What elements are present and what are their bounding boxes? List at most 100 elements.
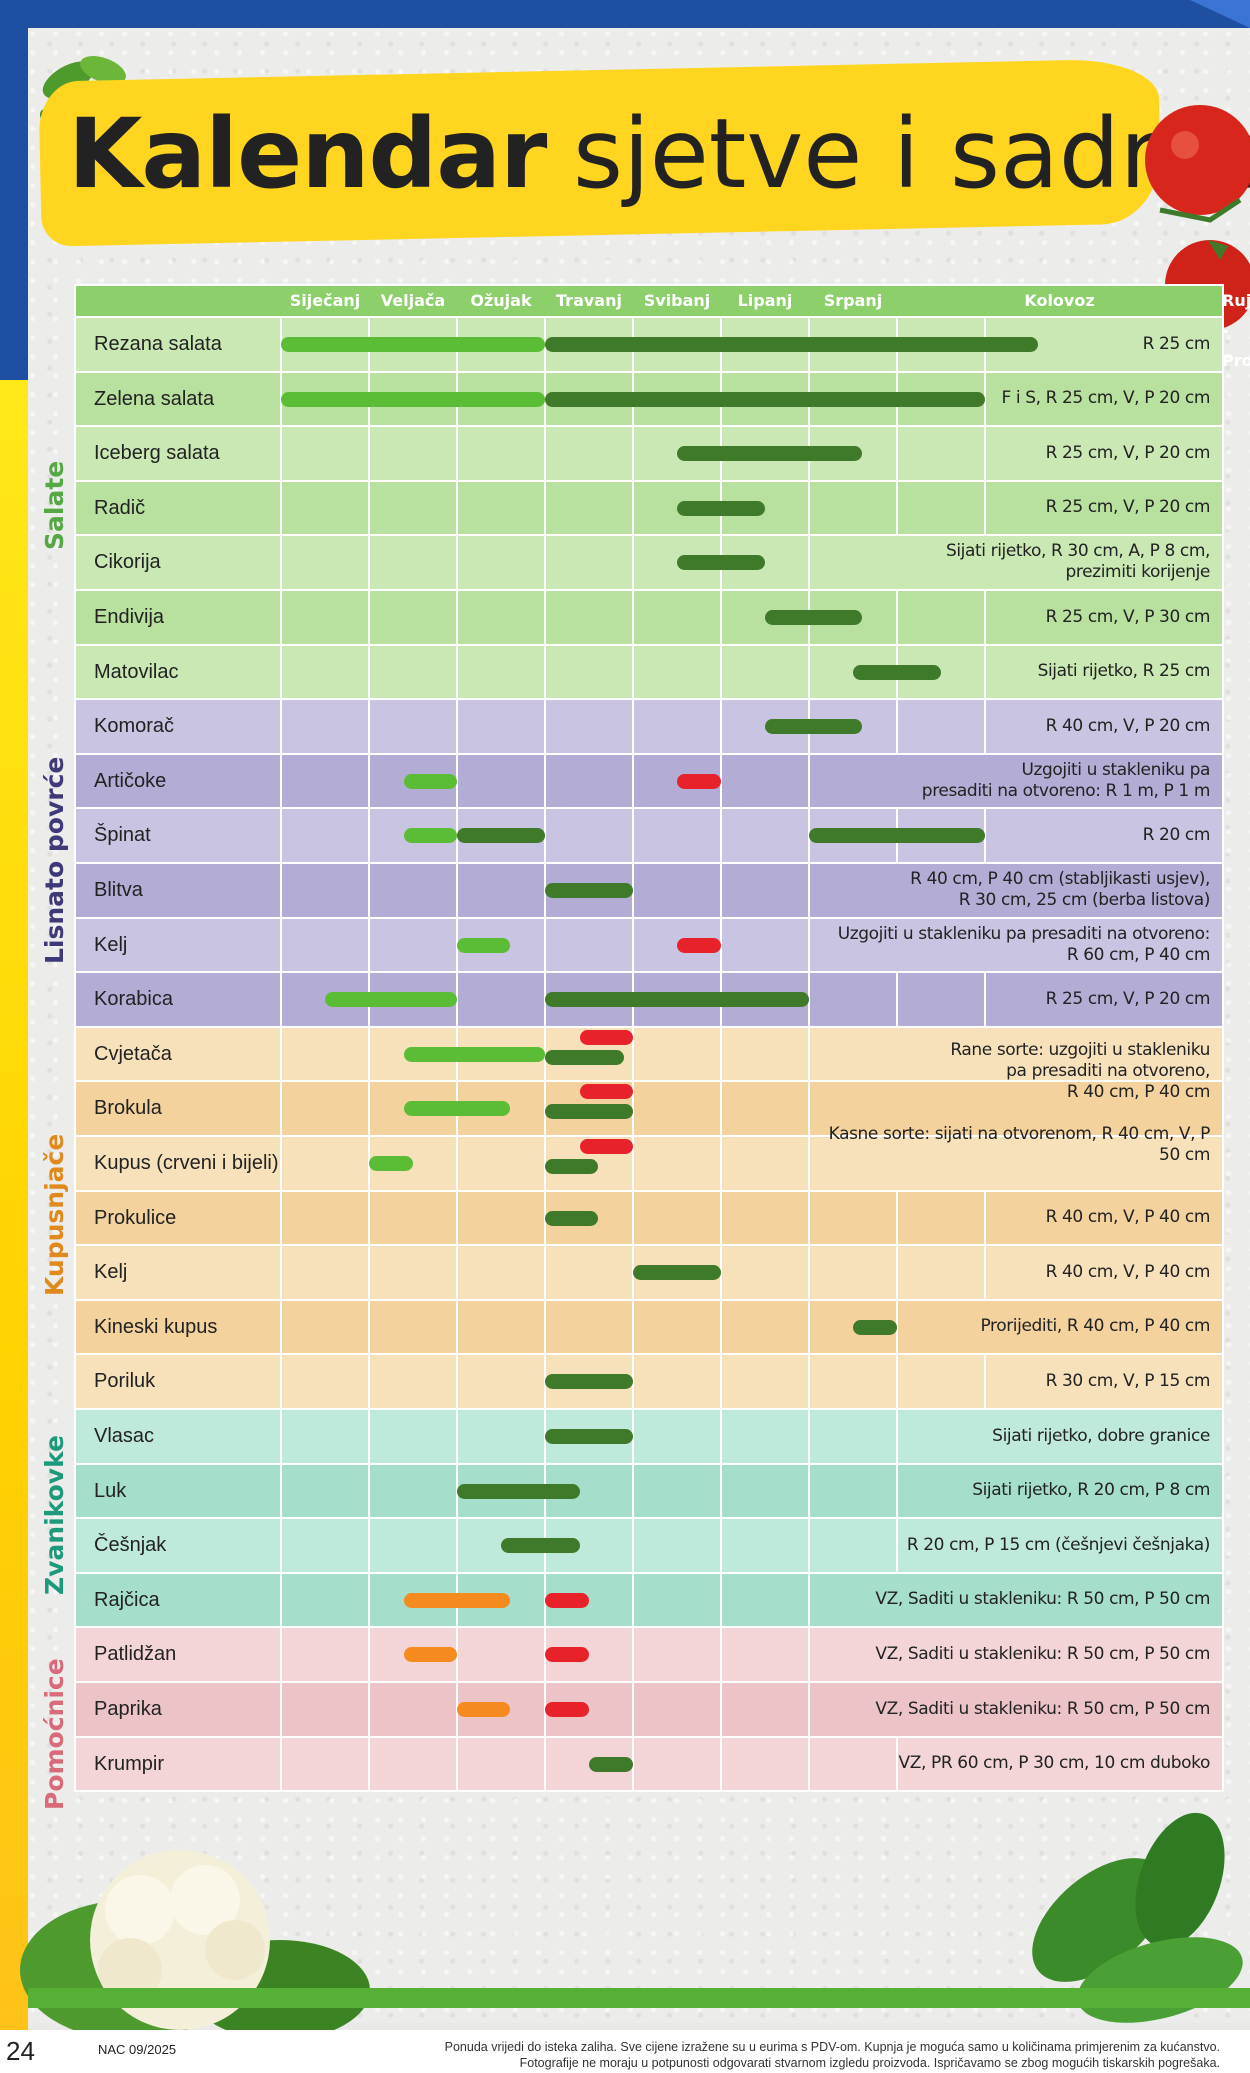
- table-row: Kelj R 40 cm, V, P 40 cm: [76, 1244, 1222, 1300]
- grid-line: [896, 427, 898, 481]
- grid-line: [632, 1355, 634, 1409]
- grid-line: [280, 481, 282, 535]
- month-header: Veljača: [380, 291, 446, 310]
- grid-line: [984, 973, 986, 1027]
- crop-name: Korabica: [94, 988, 173, 1011]
- group-label: Kupusnjače: [40, 1133, 69, 1296]
- grid-line: [632, 645, 634, 699]
- crop-name: Poriluk: [94, 1370, 156, 1393]
- grid-line: [984, 1355, 986, 1409]
- planting-note: R 25 cm, V, P 30 cm: [1045, 606, 1211, 627]
- page-title: Kalendar sjetve i sadnje: [68, 98, 1250, 210]
- grid-line: [368, 536, 370, 590]
- outdoor-sowing-bar: [545, 337, 1038, 352]
- planting-note: Sijati rijetko, R 25 cm: [1037, 661, 1211, 682]
- title-light-part: sjetve i sadnje: [573, 98, 1250, 210]
- grid-line: [368, 645, 370, 699]
- group-label: Zvanikovke: [40, 1435, 69, 1596]
- grid-line: [280, 591, 282, 644]
- planting-note: VZ, Saditi u stakleniku: R 50 cm, P 50 c…: [875, 1643, 1210, 1664]
- planting-note: Prorijediti, R 40 cm, P 40 cm: [980, 1316, 1210, 1337]
- planting-note: Sijati rijetko, R 20 cm, P 8 cm: [972, 1480, 1210, 1501]
- grid-line: [720, 918, 722, 972]
- crop-name: Endivija: [94, 606, 165, 628]
- planting-note: R 25 cm, V, P 20 cm: [1045, 988, 1211, 1009]
- grid-line: [456, 1191, 458, 1245]
- table-row: Artičoke Uzgojiti u stakleniku pa presadi…: [76, 752, 1222, 808]
- grid-line: [368, 1191, 370, 1245]
- grid-line: [456, 481, 458, 535]
- grid-line: [632, 1573, 634, 1627]
- grid-line: [896, 1246, 898, 1300]
- grid-line: [456, 754, 458, 808]
- page-number: 24: [6, 2036, 35, 2066]
- grid-line: [280, 864, 282, 917]
- grid-line: [632, 1300, 634, 1354]
- grid-line: [808, 536, 810, 590]
- grid-line: [280, 1137, 282, 1190]
- crop-name: Matovilac: [94, 660, 179, 683]
- crop-name: Kelj: [94, 1261, 128, 1284]
- grid-line: [544, 536, 546, 590]
- table-row: Blitva R 40 cm, P 40 cm (stabljikasti usj…: [76, 862, 1222, 917]
- grid-line: [456, 1410, 458, 1463]
- grid-line: [368, 1737, 370, 1791]
- grid-line: [368, 1246, 370, 1300]
- grid-line: [720, 1464, 722, 1518]
- transplant-bar: [677, 773, 721, 789]
- grid-line: [456, 536, 458, 590]
- crop-name: Brokula: [94, 1097, 162, 1120]
- month-header: Lipanj: [737, 291, 793, 310]
- planting-note: R 40 cm, P 40 cm (stabljikasti usjev), R…: [910, 869, 1210, 910]
- grid-line: [368, 427, 370, 481]
- grid-line: [632, 1027, 634, 1081]
- group-label: Pomoćnice: [40, 1657, 69, 1810]
- month-header: Travanj: [556, 291, 622, 310]
- grid-line: [456, 700, 458, 754]
- grid-line: [544, 918, 546, 972]
- grid-line: [808, 973, 810, 1027]
- group-label: Lisnato povrće: [40, 756, 69, 964]
- grid-line: [808, 481, 810, 535]
- table-row: Kelj Uzgojiti u stakleniku pa presaditi n…: [76, 916, 1222, 972]
- grid-line: [280, 645, 282, 699]
- grid-line: [632, 1191, 634, 1245]
- table-row: Brokula: [76, 1080, 1222, 1136]
- table-row: Cvjetača: [76, 1025, 1222, 1081]
- outdoor-sowing-bar: [853, 664, 941, 680]
- grid-line: [280, 1082, 282, 1136]
- grid-line: [720, 864, 722, 917]
- grid-line: [368, 809, 370, 863]
- crop-name: Paprika: [94, 1698, 162, 1720]
- grid-line: [632, 754, 634, 808]
- grid-line: [368, 1519, 370, 1573]
- grid-line: [368, 1300, 370, 1354]
- grid-line: [720, 1246, 722, 1300]
- planting-note: Sijati rijetko, dobre granice: [992, 1425, 1210, 1446]
- grid-line: [720, 754, 722, 808]
- outdoor-sowing-bar: [765, 719, 862, 735]
- grid-line: [808, 1137, 810, 1190]
- crop-name: Krumpir: [94, 1752, 165, 1775]
- grid-line: [896, 591, 898, 644]
- crop-name: Cvjetača: [94, 1042, 172, 1065]
- indoor-sowing-bar: [404, 1046, 545, 1062]
- grid-line: [984, 645, 986, 699]
- table-row: Rezana salata R 25 cm: [76, 316, 1222, 371]
- grid-line: [280, 918, 282, 972]
- side-stripe-yellow: [0, 380, 28, 2040]
- month-header: Svibanj: [643, 291, 711, 310]
- outdoor-sowing-bar: [457, 1483, 581, 1499]
- outdoor-sowing-bar: [545, 391, 985, 407]
- planting-note: R 30 cm, V, P 15 cm: [1045, 1370, 1211, 1391]
- grid-line: [720, 1137, 722, 1190]
- table-row: Paprika VZ, Saditi u stakleniku: R 50 cm,…: [76, 1681, 1222, 1736]
- grid-line: [720, 645, 722, 699]
- grid-line: [808, 1464, 810, 1518]
- crop-name: Prokulice: [94, 1206, 177, 1229]
- planting-note: Uzgojiti u stakleniku pa presaditi na ot…: [837, 923, 1211, 965]
- grid-line: [368, 1573, 370, 1627]
- grid-line: [368, 1410, 370, 1463]
- outdoor-sowing-bar: [545, 1104, 633, 1120]
- grid-line: [632, 481, 634, 535]
